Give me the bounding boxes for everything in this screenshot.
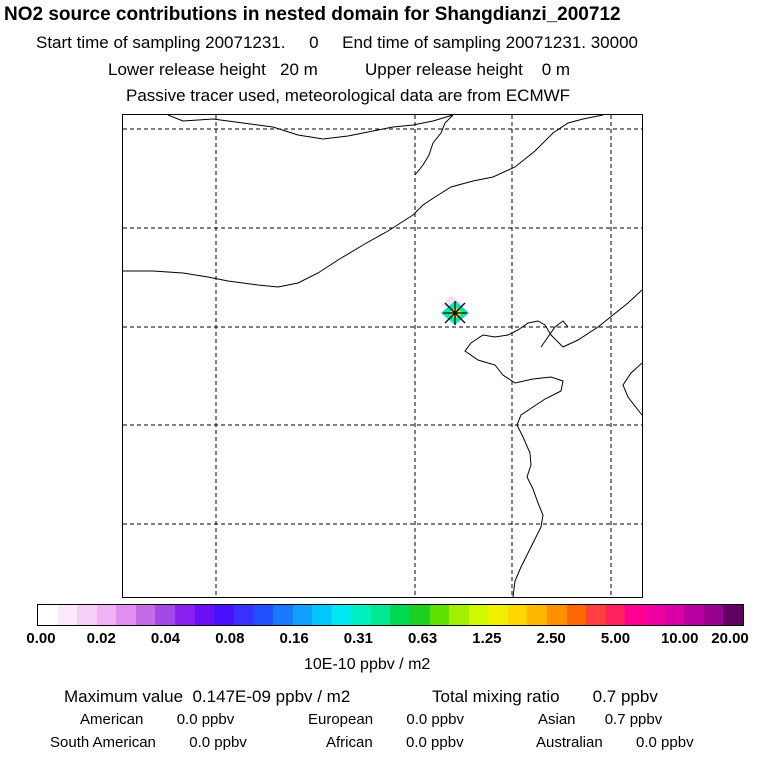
colorbar-tick-label: 10.00 (660, 630, 699, 647)
colorbar (37, 604, 744, 626)
colorbar-cell (605, 605, 626, 625)
border-line-middle (123, 115, 604, 288)
colorbar-cell (703, 605, 724, 625)
coastline-east (464, 289, 642, 597)
contribution-australian: Australian 0.0 ppbv (536, 734, 694, 751)
colorbar-tick-label: 0.31 (343, 630, 373, 647)
colorbar-cell (586, 605, 606, 625)
colorbar-cell (507, 605, 528, 625)
colorbar-cell (723, 605, 743, 625)
colorbar-cell (96, 605, 117, 625)
station-marker-icon (443, 301, 467, 325)
colorbar-tick-label: 20.00 (711, 630, 749, 647)
colorbar-cell (175, 605, 195, 625)
colorbar-units: 10E-10 ppbv / m2 (304, 656, 431, 673)
colorbar-tick-label: 5.00 (600, 630, 631, 647)
map-panel (122, 114, 643, 598)
colorbar-cell (644, 605, 665, 625)
colorbar-cell (429, 605, 450, 625)
colorbar-cell (449, 605, 469, 625)
colorbar-cell (468, 605, 489, 625)
colorbar-cell (135, 605, 156, 625)
colorbar-cell (57, 605, 78, 625)
colorbar-cell (116, 605, 136, 625)
map-canvas (123, 115, 642, 597)
colorbar-cell (351, 605, 371, 625)
colorbar-tick-label: 0.16 (279, 630, 309, 647)
contribution-african: African 0.0 ppbv (326, 734, 464, 751)
coastline-liaodong (622, 362, 642, 416)
sampling-time-line: Start time of sampling 20071231. 0 End t… (36, 33, 638, 52)
coastlines (123, 115, 642, 597)
contribution-south-american: South American 0.0 ppbv (50, 734, 247, 751)
colorbar-cell (155, 605, 176, 625)
colorbar-tick-label: 0.00 (26, 630, 56, 647)
contribution-asian: Asian 0.7 ppbv (538, 711, 663, 728)
contribution-european: European 0.0 ppbv (308, 711, 464, 728)
colorbar-cell (625, 605, 645, 625)
colorbar-tick-label: 0.63 (408, 630, 438, 647)
colorbar-cell (272, 605, 293, 625)
colorbar-cell (527, 605, 548, 625)
coastline-bay (540, 320, 569, 348)
colorbar-cell (214, 605, 234, 625)
contribution-american: American 0.0 ppbv (80, 711, 235, 728)
colorbar-cell (312, 605, 332, 625)
map-grid (123, 115, 642, 597)
border-line-inner (414, 115, 454, 176)
colorbar-tick-label: 0.08 (215, 630, 245, 647)
colorbar-cell (566, 605, 587, 625)
colorbar-tick-label: 1.25 (472, 630, 502, 647)
colorbar-cell (684, 605, 704, 625)
colorbar-cell (253, 605, 273, 625)
colorbar-tick-label: 2.50 (536, 630, 566, 647)
border-line-north (167, 115, 454, 140)
colorbar-cell (38, 605, 58, 625)
colorbar-cell (292, 605, 313, 625)
colorbar-cell (77, 605, 97, 625)
colorbar-cell (194, 605, 215, 625)
release-height-line: Lower release height 20 m Upper release … (108, 60, 571, 79)
colorbar-cell (390, 605, 410, 625)
colorbar-cell (488, 605, 508, 625)
page-title: NO2 source contributions in nested domai… (4, 4, 621, 25)
colorbar-cell (370, 605, 391, 625)
tracer-info-line: Passive tracer used, meteorological data… (126, 86, 571, 105)
colorbar-tick-label: 0.04 (150, 630, 181, 647)
total-mixing-ratio: Total mixing ratio 0.7 ppbv (432, 687, 658, 706)
colorbar-cell (547, 605, 567, 625)
maximum-value: Maximum value 0.147E-09 ppbv / m2 (64, 687, 351, 706)
colorbar-cell (233, 605, 254, 625)
colorbar-cell (664, 605, 685, 625)
colorbar-tick-label: 0.02 (86, 630, 116, 647)
colorbar-cell (409, 605, 430, 625)
colorbar-cell (331, 605, 352, 625)
